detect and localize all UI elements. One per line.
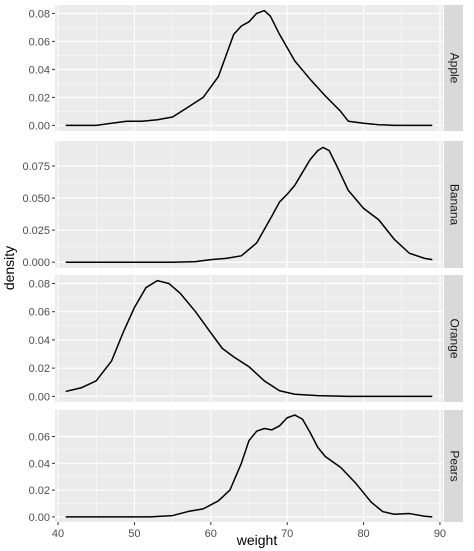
y-tick-label: 0.050 xyxy=(22,193,50,205)
x-axis: 40 50 60 70 80 90 xyxy=(52,522,446,540)
x-tick-label: 40 xyxy=(52,528,64,540)
facet-strip xyxy=(444,141,463,268)
facet-strip-label: Orange xyxy=(447,318,461,358)
x-axis-title: weight xyxy=(236,532,278,548)
y-tick-label: 0.08 xyxy=(29,8,50,20)
y-tick-label: 0.075 xyxy=(22,161,50,173)
panel-pears: 0.00 0.02 0.04 0.06 Pears xyxy=(29,410,463,524)
y-tick-label: 0.04 xyxy=(29,335,50,347)
facet-strip-label: Apple xyxy=(447,53,461,84)
panel-banana: 0.000 0.025 0.050 0.075 Banana xyxy=(22,141,463,269)
facet-strip-label: Banana xyxy=(447,184,461,226)
y-tick-label: 0.08 xyxy=(29,278,50,290)
x-tick-label: 80 xyxy=(357,528,369,540)
density-line-banana xyxy=(65,146,433,263)
y-tick-label: 0.00 xyxy=(29,391,50,403)
y-tick-label: 0.06 xyxy=(29,307,50,319)
panel-orange: 0.00 0.02 0.04 0.06 0.08 Orange xyxy=(29,275,463,403)
y-tick-label: 0.000 xyxy=(22,257,50,269)
x-tick-label: 60 xyxy=(205,528,217,540)
y-tick-label: 0.02 xyxy=(29,485,50,497)
y-tick-label: 0.00 xyxy=(29,512,50,524)
x-tick-label: 90 xyxy=(434,528,446,540)
density-line-orange xyxy=(65,279,433,398)
y-tick-label: 0.025 xyxy=(22,225,50,237)
x-tick-label: 70 xyxy=(281,528,293,540)
y-tick-label: 0.02 xyxy=(29,92,50,104)
y-tick-label: 0.00 xyxy=(29,120,50,132)
facet-strip-label: Pears xyxy=(447,450,461,481)
facet-panels: 0.00 0.02 0.04 0.06 0.08 Apple 0.000 0.025 0.050… xyxy=(22,5,463,540)
density-line-pears xyxy=(65,414,433,518)
y-tick-label: 0.02 xyxy=(29,363,50,375)
y-tick-label: 0.06 xyxy=(29,432,50,444)
facet-strip xyxy=(444,5,463,131)
facet-strip xyxy=(444,410,463,522)
y-axis-title: density xyxy=(1,246,17,290)
x-tick-label: 50 xyxy=(128,528,140,540)
y-tick-label: 0.04 xyxy=(29,458,50,470)
y-tick-label: 0.04 xyxy=(29,64,50,76)
density-line-apple xyxy=(65,9,433,127)
panel-apple: 0.00 0.02 0.04 0.06 0.08 Apple xyxy=(29,5,463,132)
y-tick-label: 0.06 xyxy=(29,36,50,48)
facet-strip xyxy=(444,275,463,402)
